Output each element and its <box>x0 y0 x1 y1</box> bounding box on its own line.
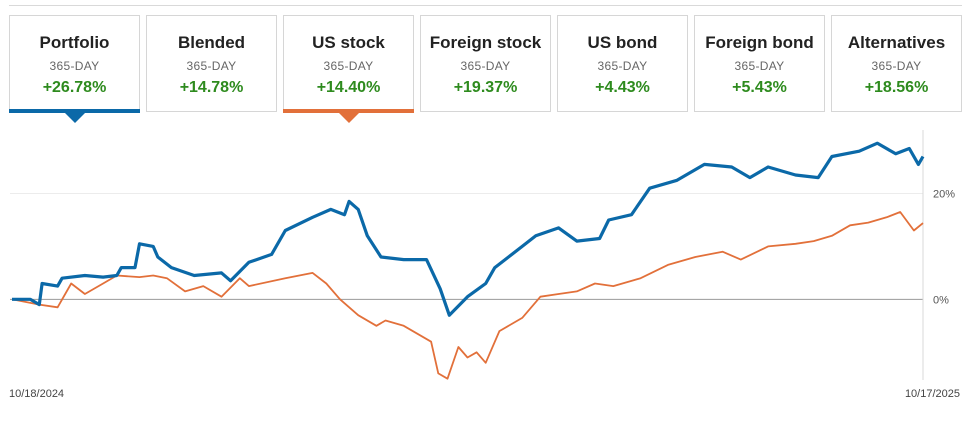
tab-alternatives[interactable]: Alternatives 365-DAY +18.56% <box>831 15 962 112</box>
x-axis-end-label: 10/17/2025 <box>904 388 960 400</box>
active-pointer-icon <box>338 113 359 123</box>
tab-return: +14.78% <box>179 79 244 96</box>
tab-period: 365-DAY <box>186 59 237 73</box>
tab-return: +14.40% <box>316 79 381 96</box>
tab-us-stock[interactable]: US stock 365-DAY +14.40% <box>283 15 414 123</box>
tab-period: 365-DAY <box>49 59 100 73</box>
tab-us-bond[interactable]: US bond 365-DAY +4.43% <box>557 15 688 112</box>
tab-name: US stock <box>312 33 385 52</box>
tab-name: Blended <box>177 33 246 52</box>
tab-period: 365-DAY <box>460 59 511 73</box>
active-underline <box>283 109 414 113</box>
tab-period: 365-DAY <box>597 59 648 73</box>
tab-name: Portfolio <box>39 33 110 52</box>
asset-class-tabs: Portfolio 365-DAY +26.78% Blended 365-DA… <box>0 15 976 123</box>
tab-return: +5.43% <box>732 79 787 96</box>
tab-return: +4.43% <box>595 79 650 96</box>
x-axis-start-label: 10/18/2024 <box>9 388 65 400</box>
tab-period: 365-DAY <box>323 59 374 73</box>
tab-name: Foreign stock <box>429 33 542 52</box>
tab-name: Alternatives <box>847 33 946 52</box>
top-divider <box>9 5 962 6</box>
y-tick-label: 20% <box>933 189 955 201</box>
tab-foreign-bond[interactable]: Foreign bond 365-DAY +5.43% <box>694 15 825 112</box>
series-line-portfolio <box>12 141 925 317</box>
tab-name: US bond <box>587 33 658 52</box>
tab-period: 365-DAY <box>734 59 785 73</box>
tab-period: 365-DAY <box>871 59 922 73</box>
series-line-us-stock <box>11 211 924 380</box>
tab-portfolio[interactable]: Portfolio 365-DAY +26.78% <box>9 15 140 123</box>
tab-return: +18.56% <box>864 79 929 96</box>
tab-foreign-stock[interactable]: Foreign stock 365-DAY +19.37% <box>420 15 551 112</box>
tab-blended[interactable]: Blended 365-DAY +14.78% <box>146 15 277 112</box>
y-tick-label: 0% <box>933 294 949 306</box>
tab-return: +26.78% <box>42 79 107 96</box>
active-pointer-icon <box>64 113 85 123</box>
tab-name: Foreign bond <box>705 33 814 52</box>
active-underline <box>9 109 140 113</box>
tab-return: +19.37% <box>453 79 518 96</box>
